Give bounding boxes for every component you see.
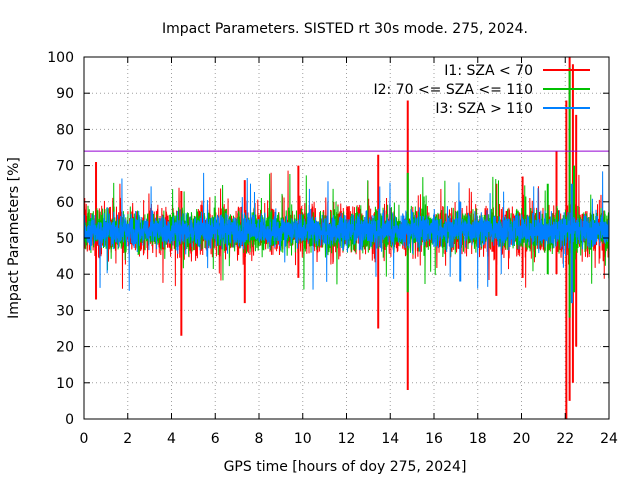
x-tick-label: 10: [294, 431, 312, 447]
legend: I1: SZA < 70 I2: 70 <= SZA <= 110 I3: SZA …: [373, 63, 590, 117]
y-axis-label: Impact Parameters [%]: [6, 157, 22, 319]
legend-label: I1: SZA < 70: [444, 63, 533, 79]
x-tick-label: 14: [381, 431, 399, 447]
series-layer: [83, 57, 610, 419]
chart-title: Impact Parameters. SISTED rt 30s mode. 2…: [162, 21, 528, 37]
x-tick-label: 4: [167, 431, 176, 447]
axis-ticks: 0 2 4 6 8 10 12 14 16 18 20 22 240102030405060708090…: [47, 50, 618, 447]
x-tick-label: 18: [469, 431, 487, 447]
x-tick-label: 12: [338, 431, 356, 447]
y-tick-label: 90: [56, 86, 74, 102]
x-axis-label: GPS time [hours of doy 275, 2024]: [224, 459, 467, 475]
x-tick-label: 8: [255, 431, 264, 447]
legend-label: I2: 70 <= SZA <= 110: [373, 82, 533, 98]
x-tick-label: 16: [425, 431, 443, 447]
x-tick-label: 0: [80, 431, 89, 447]
y-tick-label: 100: [47, 50, 74, 66]
x-tick-label: 20: [513, 431, 531, 447]
x-tick-label: 2: [123, 431, 132, 447]
y-tick-label: 60: [56, 195, 74, 211]
legend-label: I3: SZA > 110: [435, 101, 533, 117]
y-tick-label: 30: [56, 303, 74, 319]
x-tick-label: 24: [600, 431, 618, 447]
x-tick-label: 22: [556, 431, 574, 447]
plot-frame: [83, 56, 610, 420]
y-tick-label: 20: [56, 340, 74, 356]
x-tick-label: 6: [211, 431, 220, 447]
y-tick-label: 10: [56, 376, 74, 392]
series-3: [83, 171, 610, 304]
y-tick-label: 70: [56, 159, 74, 175]
y-tick-label: 80: [56, 122, 74, 138]
series-line: [83, 171, 610, 291]
y-tick-label: 50: [56, 231, 74, 247]
y-tick-label: 40: [56, 267, 74, 283]
y-tick-label: 0: [65, 412, 74, 428]
